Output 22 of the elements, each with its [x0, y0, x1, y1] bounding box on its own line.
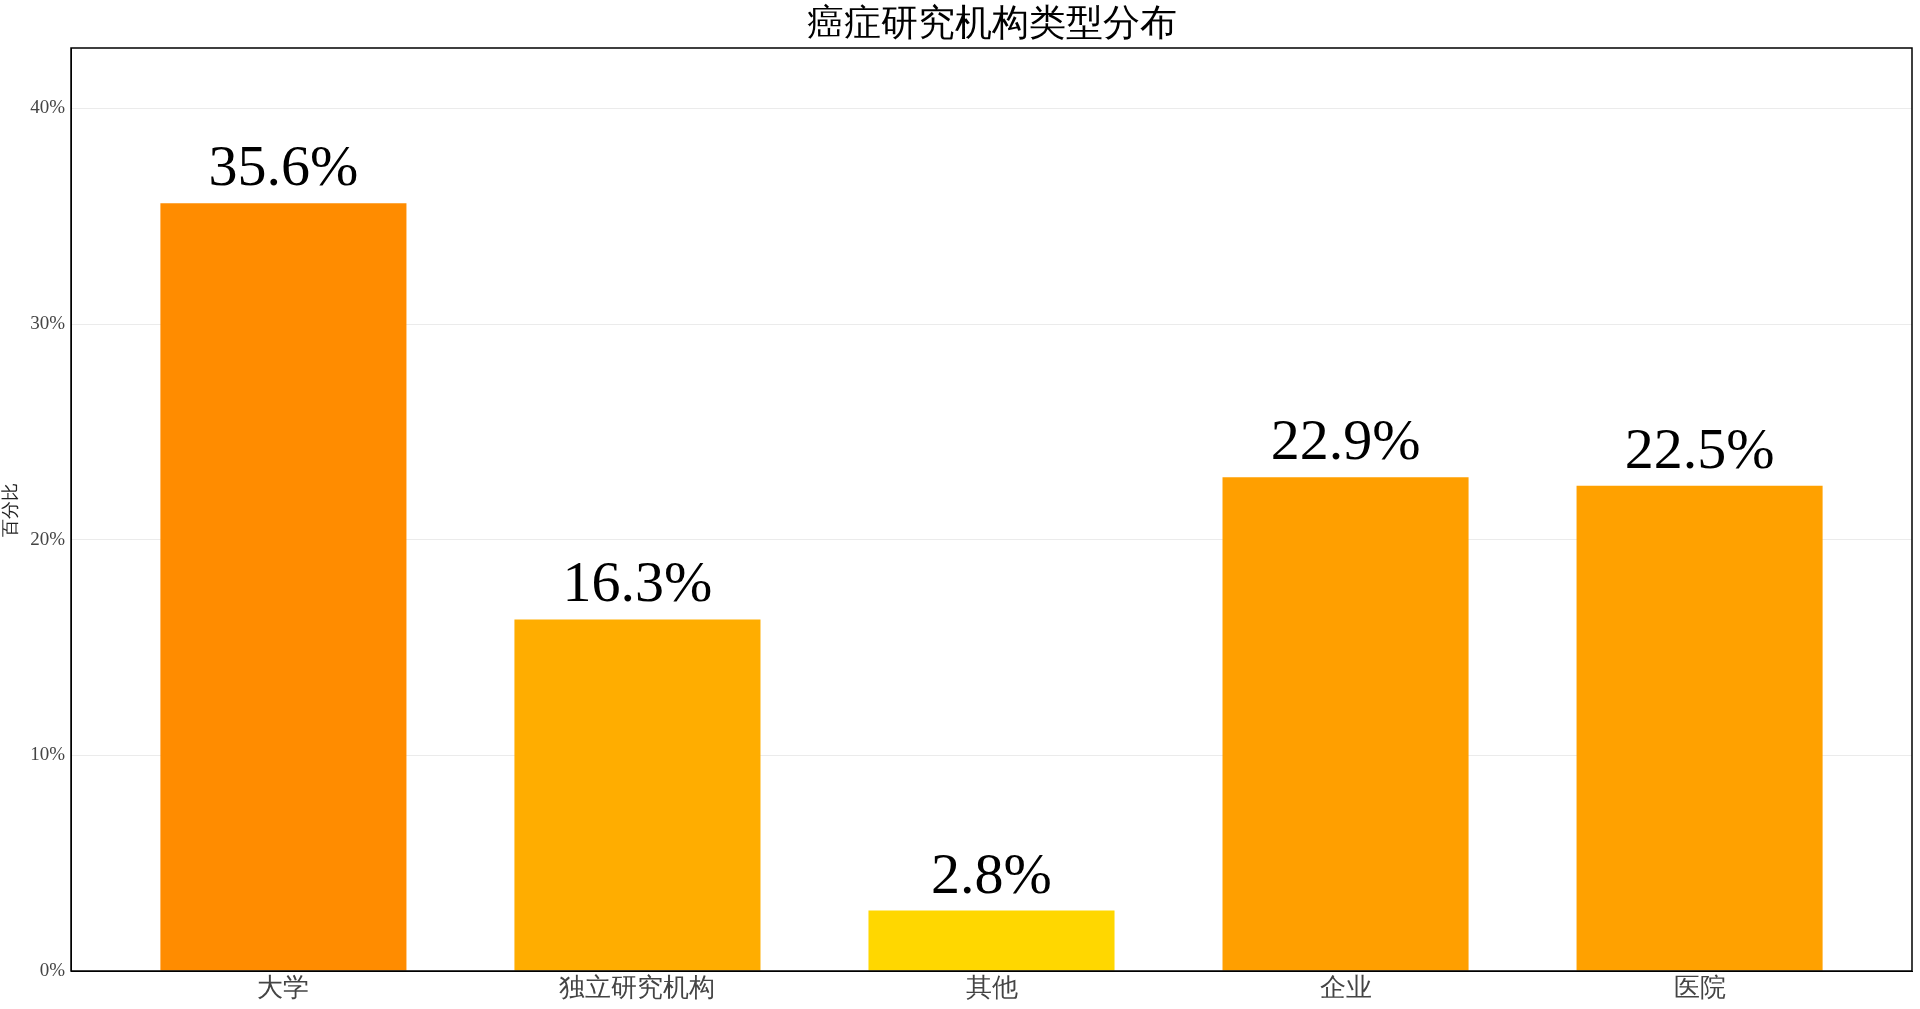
x-tick-label: 大学: [257, 973, 310, 1003]
data-label: 22.9%: [1270, 407, 1421, 473]
y-tick-label: 0%: [39, 958, 66, 980]
y-tick-label: 30%: [30, 312, 66, 334]
data-label: 22.5%: [1624, 415, 1775, 481]
x-tick-label: 企业: [1319, 973, 1372, 1003]
bar: [160, 203, 407, 971]
bar: [1222, 477, 1469, 971]
bar: [1576, 485, 1823, 971]
y-tick-label: 40%: [30, 96, 66, 118]
chart-title: 癌症研究机构类型分布: [806, 1, 1177, 43]
y-tick-label: 20%: [30, 527, 66, 549]
bar: [868, 910, 1115, 971]
data-label: 2.8%: [931, 840, 1052, 906]
data-label: 16.3%: [562, 549, 713, 615]
y-axis-title: 百分比: [0, 482, 20, 537]
y-tick-label: 10%: [30, 743, 66, 765]
x-tick-label: 其他: [965, 973, 1018, 1003]
data-label: 35.6%: [208, 133, 359, 199]
x-tick-label: 独立研究机构: [559, 973, 716, 1003]
bar: [514, 619, 761, 971]
x-tick-label: 医院: [1673, 973, 1726, 1003]
